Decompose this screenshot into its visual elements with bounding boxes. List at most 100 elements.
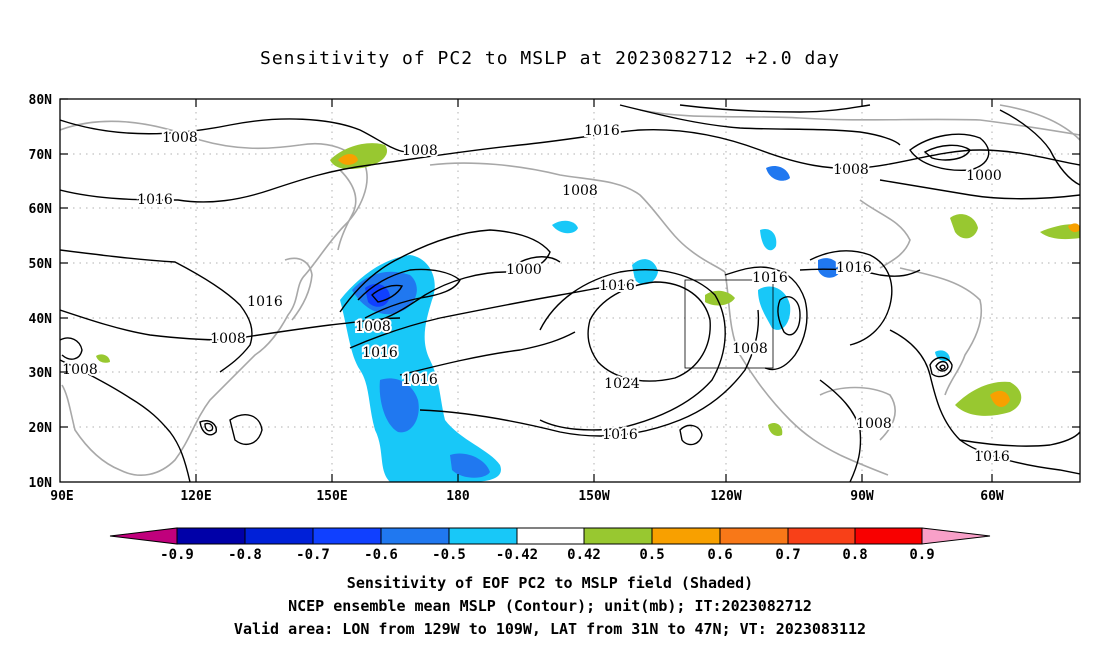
coastline-central-america [839, 454, 889, 476]
colorbar-label: -0.8 [228, 547, 262, 563]
contour-path [339, 229, 551, 321]
sensitivity-shading [96, 143, 1080, 482]
colorbar-label: 0.7 [775, 547, 800, 563]
contour-label-layer: 1008 1008 1016 1016 1008 1008 1016 1016 … [60, 121, 1012, 467]
contour-label: 1008 [402, 143, 438, 159]
contour-path [777, 296, 801, 336]
contour-path [879, 179, 1080, 200]
latitude-labels: 80N 70N 60N 50N 40N 30N 20N 10N [29, 93, 53, 491]
mslp-contours [60, 104, 1080, 482]
shade-orange-atlantic-north [1068, 223, 1080, 233]
colorbar-swatch [176, 527, 246, 545]
contour-label: 1008 [355, 319, 391, 335]
lat-label: 30N [29, 366, 53, 381]
contour-path [519, 256, 561, 263]
contour-label: 1016 [599, 278, 635, 294]
colorbar-swatch [516, 527, 585, 545]
contour-path [60, 249, 253, 373]
contour-path [935, 360, 949, 372]
colorbar-label: 0.9 [909, 547, 934, 563]
shade-green-india [96, 354, 110, 363]
contour-path [999, 109, 1080, 186]
coastline-japan [284, 257, 313, 321]
contour-label: 1008 [210, 331, 246, 347]
grid-lines [60, 99, 1080, 482]
lon-label: 90E [50, 489, 73, 504]
shade-orange-kamchatka [338, 154, 358, 165]
shade-pacific-blue-mid2 [379, 378, 419, 433]
contour-label: 1008 [732, 341, 768, 357]
colorbar-label: 0.6 [707, 547, 732, 563]
contour-path [724, 266, 808, 371]
contour-label: 1024 [604, 376, 640, 392]
lat-label: 70N [29, 148, 53, 163]
colorbar-label: 0.8 [842, 547, 867, 563]
contour-label: 1008 [856, 416, 892, 432]
colorbar-swatch [380, 527, 450, 545]
shade-blue-arctic [766, 166, 790, 181]
lat-label: 40N [29, 312, 53, 327]
lon-label: 150W [578, 489, 609, 504]
colorbar-label: -0.9 [160, 547, 194, 563]
contour-path [923, 144, 971, 161]
map-title: Sensitivity of PC2 to MSLP at 2023082712… [259, 48, 840, 69]
contour-path [679, 424, 703, 446]
colorbar-right-arrow [921, 527, 991, 545]
coastlines [60, 104, 1080, 476]
coastline-hudson-bay [859, 199, 911, 269]
shade-blue-canada-2 [818, 258, 840, 278]
shade-blue-aleutian [552, 220, 578, 234]
colorbar-swatch [448, 527, 518, 545]
colorbar-label: -0.5 [432, 547, 466, 563]
contour-path [399, 331, 576, 376]
coastline-gulf-mexico [819, 386, 896, 441]
contour-label: 1000 [966, 168, 1002, 184]
colorbar [109, 527, 991, 545]
lon-label: 90W [850, 489, 874, 504]
contour-path [357, 268, 461, 319]
colorbar-label: 0.42 [567, 547, 601, 563]
contour-path [587, 281, 711, 382]
colorbar-swatch [244, 527, 314, 545]
contour-path [939, 364, 946, 371]
colorbar-label: -0.42 [496, 547, 538, 563]
shade-orange-caribbean [990, 390, 1010, 407]
contour-path [539, 269, 726, 431]
lat-label: 10N [29, 476, 53, 491]
coastline-north-america-west [724, 271, 841, 456]
contour-label: 1016 [402, 372, 438, 388]
coastline-alaska [429, 162, 726, 273]
axis-ticks [60, 98, 1080, 482]
contour-path [959, 431, 1080, 447]
contour-path [371, 284, 404, 303]
coastline-canada-arctic [639, 109, 1080, 136]
contour-label: 1016 [752, 270, 788, 286]
map-frame [59, 98, 1081, 483]
contour-path [229, 414, 263, 446]
contour-path [929, 356, 953, 378]
caption-line-2: NCEP ensemble mean MSLP (Contour); unit(… [288, 597, 812, 615]
lon-label: 120W [710, 489, 741, 504]
shade-pacific-blue-south [450, 453, 490, 478]
contour-path [60, 118, 406, 153]
contour-label: 1016 [137, 192, 173, 208]
shade-blue-rockies [758, 286, 791, 330]
contour-path [199, 420, 217, 436]
contour-label: 1008 [562, 183, 598, 199]
colorbar-swatch [787, 527, 856, 545]
shade-green-target [705, 290, 735, 306]
contour-path [619, 104, 901, 146]
valid-area-box [684, 279, 774, 369]
colorbar-swatch [583, 527, 653, 545]
longitude-labels: 90E 120E 150E 180 150W 120W 90W 60W [50, 489, 1004, 504]
coastline-greenland [999, 104, 1080, 141]
contour-path [349, 284, 626, 349]
lon-label: 120E [180, 489, 211, 504]
lat-label: 60N [29, 202, 53, 217]
contour-label: 1008 [833, 162, 869, 178]
contour-path [60, 359, 191, 482]
contour-path [679, 104, 871, 113]
contour-path [60, 337, 83, 360]
contour-path [799, 268, 921, 277]
